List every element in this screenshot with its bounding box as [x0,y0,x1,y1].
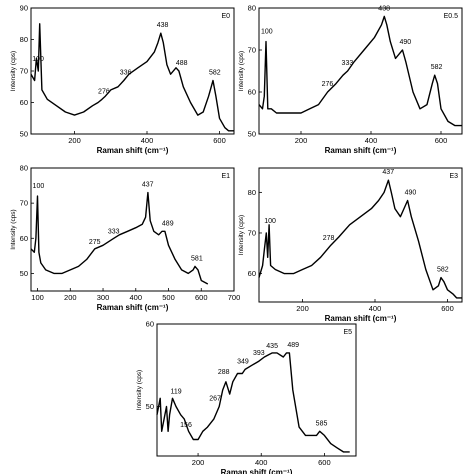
peak-label: 489 [287,342,299,349]
peak-label: 490 [405,189,417,196]
y-tick-label: 80 [20,35,28,44]
peak-label: 438 [157,22,169,29]
chart-panel: E5 200 400 600 50 60 Raman shift (cm⁻¹) Intensi… [136,320,357,474]
x-tick-label: 400 [130,293,143,302]
y-axis-label: Intensity (cps) [136,370,143,410]
peak-label: 276 [98,88,110,95]
peak-label: 288 [218,369,230,376]
peak-label: 582 [431,64,443,71]
x-axis-label: Raman shift (cm⁻¹) [97,146,169,155]
x-tick-label: 600 [318,458,331,467]
x-tick-label: 500 [162,293,175,302]
spectrum-line [30,23,234,132]
y-tick-label: 70 [248,46,256,55]
peak-label: 490 [400,39,412,46]
x-tick-label: 200 [192,458,205,467]
y-axis-label: Intensity (cps) [238,51,245,91]
peak-label: 582 [209,69,221,76]
x-tick-label: 400 [369,304,382,313]
chart-panel: E1 100 200 300 400 500 600 700 50 60 70 80 Raman shi… [10,164,240,313]
x-tick-label: 200 [296,304,309,313]
x-tick-label: 600 [435,136,448,145]
y-tick-label: 60 [248,88,256,97]
x-tick-label: 600 [213,136,226,145]
chart-panel: E0 200 400 600 50 60 70 80 90 Raman shift (cm⁻¹) I… [10,4,235,155]
y-tick-label: 80 [20,164,28,173]
peak-label: 333 [342,60,354,67]
y-tick-label: 60 [20,98,28,107]
panel-title: E0 [221,13,230,20]
x-axis-label: Raman shift (cm⁻¹) [325,314,397,323]
plot-frame [258,7,463,135]
x-axis-label: Raman shift (cm⁻¹) [221,468,293,474]
y-tick-label: 70 [20,67,28,76]
y-tick-label: 50 [20,269,28,278]
y-axis-label: Intensity (cps) [10,51,17,91]
peak-label: 276 [322,81,334,88]
peak-label: 582 [437,267,449,274]
x-axis-label: Raman shift (cm⁻¹) [97,303,169,312]
y-tick-label: 80 [248,188,256,197]
peak-label: 336 [120,69,132,76]
peak-label: 278 [323,235,335,242]
plot-frame [30,167,235,292]
peak-label: 489 [162,220,174,227]
peak-label: 100 [33,183,45,190]
y-tick-label: 70 [20,199,28,208]
panel-title: E3 [449,173,458,180]
y-tick-label: 50 [20,130,28,139]
chart-panel: E0.5 200 400 600 50 60 70 80 Raman shift (cm⁻¹) I… [238,4,463,155]
spectrum-line [258,179,462,299]
panel-title: E0.5 [444,13,459,20]
y-tick-label: 60 [146,320,154,329]
y-tick-label: 70 [248,228,256,237]
peak-label: 100 [264,218,276,225]
x-tick-label: 600 [195,293,208,302]
peak-label: 437 [142,182,154,189]
peak-label: 437 [382,169,394,176]
x-tick-label: 700 [228,293,241,302]
panel-title: E5 [343,329,352,336]
spectrum-line [258,15,462,127]
y-tick-label: 60 [248,269,256,278]
peak-label: 119 [170,388,181,395]
y-tick-label: 80 [248,4,256,13]
plot-frame [156,323,357,457]
x-tick-label: 400 [255,458,268,467]
peak-label: 581 [191,255,203,262]
y-tick-label: 60 [20,234,28,243]
peak-label: 100 [261,29,273,36]
x-tick-label: 100 [31,293,44,302]
peak-label: 333 [108,228,120,235]
peak-label: 393 [253,350,265,357]
spectrum-line [156,352,350,453]
y-axis-label: Intensity (cps) [238,215,245,255]
plot-frame [258,167,463,303]
peak-label: 156 [180,422,192,429]
y-tick-label: 90 [20,4,28,13]
peak-label: 488 [176,60,188,67]
x-tick-label: 200 [295,136,308,145]
y-axis-label: Intensity (cps) [10,209,17,249]
peak-label: 435 [266,343,278,350]
spectrum-line [30,191,209,285]
peak-label: 349 [237,358,249,365]
x-tick-label: 200 [64,293,77,302]
x-tick-label: 600 [441,304,454,313]
peak-label: 267 [209,396,221,403]
peak-label: 438 [378,5,390,12]
x-tick-label: 200 [68,136,81,145]
peak-label: 585 [316,420,328,427]
peak-label: 100 [32,56,44,63]
peak-label: 275 [89,239,101,246]
y-tick-label: 50 [146,402,154,411]
panel-title: E1 [221,173,230,180]
chart-panel: E3 200 400 600 60 70 80 Raman shift (cm⁻¹) Inten… [238,167,463,323]
x-tick-label: 400 [365,136,378,145]
x-axis-label: Raman shift (cm⁻¹) [325,146,397,155]
x-tick-label: 400 [141,136,154,145]
x-tick-label: 300 [97,293,110,302]
y-tick-label: 50 [248,130,256,139]
